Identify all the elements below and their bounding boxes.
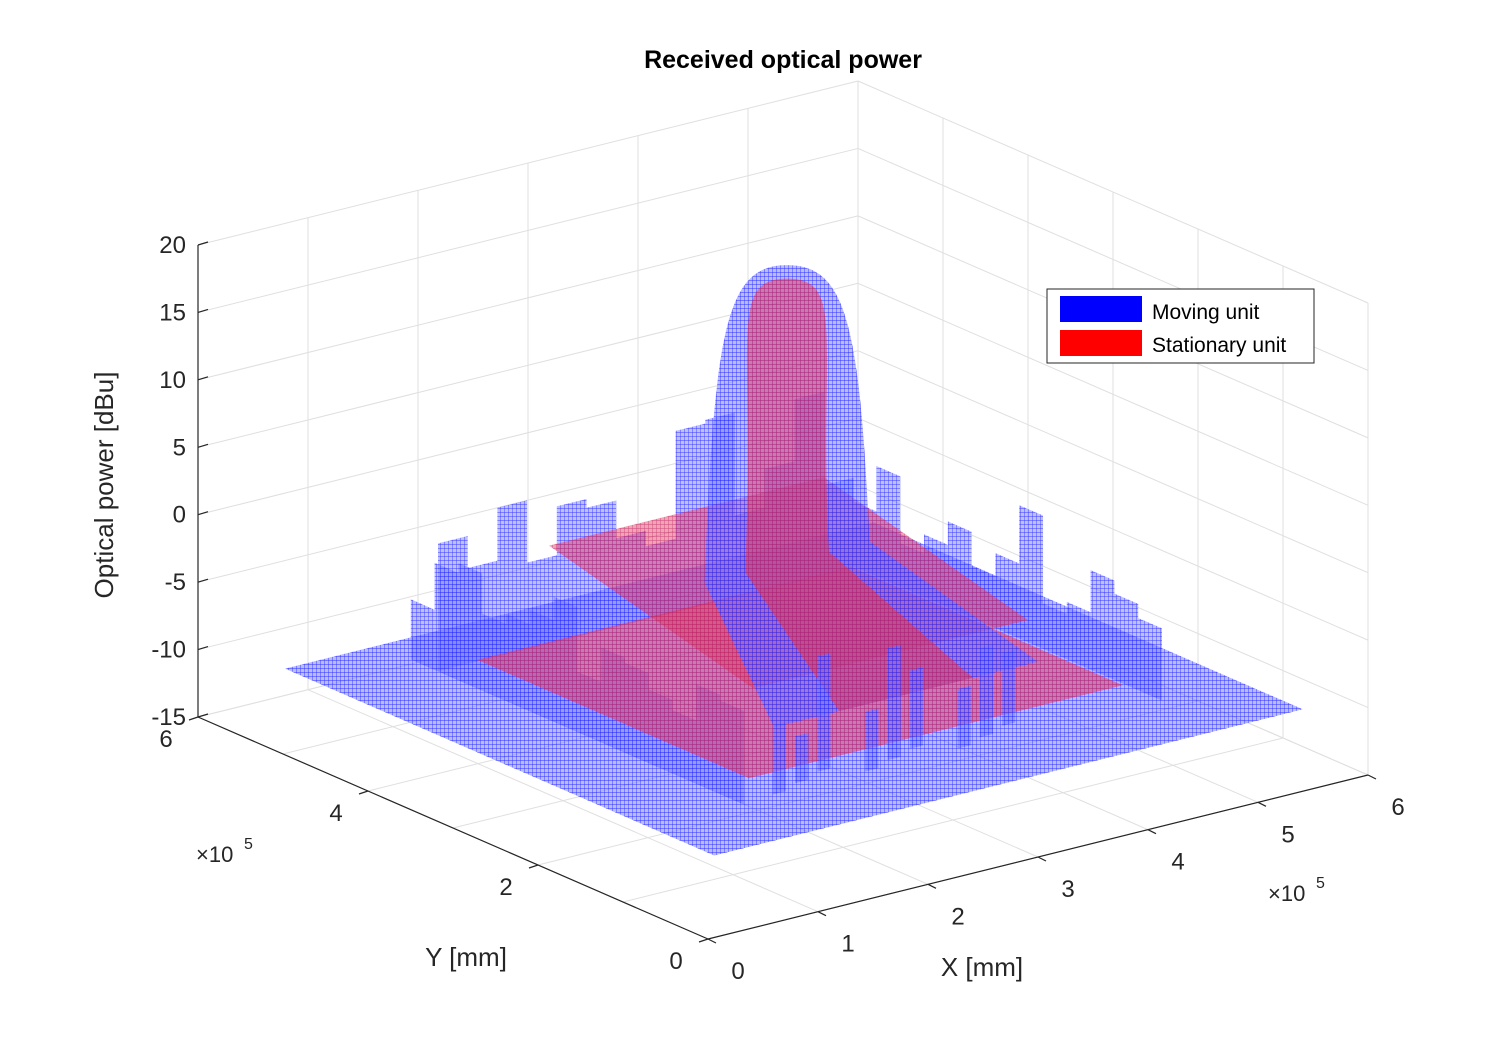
surface-moving-wall: [410, 599, 435, 670]
y-tick-mark: [188, 716, 199, 721]
x-tick-label: 3: [1061, 876, 1074, 903]
z-tick-label: 15: [159, 299, 186, 326]
z-tick-mark: [197, 713, 209, 718]
surface-moving-wall: [1066, 601, 1091, 670]
x-tick-label: 5: [1281, 821, 1294, 848]
z-tick-label: 0: [173, 502, 186, 529]
y-tick-mark: [528, 864, 539, 869]
legend-label-moving: Moving unit: [1152, 301, 1260, 324]
z-tick-label: 20: [159, 232, 186, 259]
x-tick-mark: [927, 883, 937, 889]
svg-text:5: 5: [244, 836, 253, 853]
legend-swatch-moving: [1060, 296, 1142, 322]
svg-text:5: 5: [1316, 875, 1325, 892]
z-axis-label: Optical power [dBu]: [89, 372, 119, 599]
surface-moving-spike: [909, 667, 923, 749]
x-axis-label: X [mm]: [941, 952, 1023, 982]
surface-moving-wall: [467, 560, 498, 664]
surface-moving-wall: [1138, 618, 1162, 701]
x-axis-exponent: ×10 5: [1268, 875, 1325, 906]
chart-title: Received optical power: [644, 46, 922, 74]
grid-line-z-side: [857, 417, 1369, 641]
y-tick-mark: [698, 938, 709, 943]
legend[interactable]: Moving unit Stationary unit: [1046, 288, 1315, 364]
surface-moving-wall: [1043, 603, 1067, 660]
y-tick-label: 2: [499, 874, 512, 901]
z-tick-label: -5: [165, 569, 186, 596]
x-tick-mark: [1147, 829, 1157, 835]
x-tick-mark: [1037, 856, 1047, 862]
surface-stationary-peak: [745, 278, 973, 712]
surface-moving-wall: [438, 536, 468, 672]
surface-moving-wall: [527, 555, 557, 650]
surface-moving-spike: [795, 732, 809, 784]
x-tick-label: 6: [1391, 794, 1404, 821]
surface-moving-spike: [817, 653, 831, 772]
z-tick-mark: [197, 645, 209, 651]
z-tick-mark: [197, 241, 209, 246]
y-axis-label: Y [mm]: [425, 942, 507, 972]
z-tick-label: 5: [173, 434, 186, 461]
x-tick-mark: [817, 911, 827, 917]
z-tick-label: -15: [151, 704, 186, 731]
z-tick-mark: [197, 511, 209, 516]
surface-moving-wall: [497, 500, 528, 657]
z-tick-mark: [197, 578, 209, 583]
surface-moving-wall: [556, 499, 587, 642]
surface-moving-spike: [887, 644, 901, 761]
surface-moving-wall: [1090, 570, 1115, 680]
y-axis-exponent: ×10 5: [196, 836, 253, 867]
y-tick-label: 0: [669, 948, 682, 975]
grid-line-z-side: [857, 350, 1369, 574]
svg-text:×10: ×10: [1268, 881, 1305, 906]
surface-moving-spike: [772, 722, 786, 795]
grid-line-z-back: [197, 80, 859, 246]
legend-label-stationary: Stationary unit: [1152, 334, 1286, 357]
x-tick-label: 1: [841, 931, 854, 958]
grid-line-z-side: [857, 282, 1369, 506]
x-tick-label: 4: [1171, 849, 1184, 876]
surface-moving-wall: [1114, 593, 1139, 691]
z-tick-mark: [197, 308, 209, 314]
surface-moving-spike: [865, 708, 879, 772]
x-tick-mark: [1367, 774, 1377, 780]
surface-moving-wall: [1019, 505, 1043, 649]
grid-line-z-side: [857, 80, 1369, 304]
z-tick-label: 10: [159, 367, 186, 394]
x-tick-label: 0: [731, 958, 744, 985]
surface-moving-spike: [1002, 649, 1016, 726]
y-tick-mark: [358, 790, 369, 795]
y-tick-label: 4: [329, 800, 342, 827]
legend-swatch-stationary: [1060, 330, 1142, 356]
x-tick-mark: [707, 938, 717, 944]
grid-line-y-floor: [622, 737, 1284, 903]
z-tick-label: -10: [151, 637, 186, 664]
surface-layer: [285, 265, 1303, 856]
z-tick-mark: [197, 443, 209, 448]
z-tick-mark: [197, 376, 209, 381]
surface-moving-spike: [979, 644, 994, 738]
y-axis-line: [197, 716, 709, 940]
y-tick-label: 6: [159, 726, 172, 753]
x-tick-label: 2: [951, 903, 964, 930]
grid-line-z-back: [197, 215, 859, 381]
x-tick-mark: [1257, 801, 1267, 807]
grid-line-z-back: [197, 147, 859, 313]
svg-text:×10: ×10: [196, 842, 233, 867]
surface-moving-spike: [957, 685, 971, 749]
